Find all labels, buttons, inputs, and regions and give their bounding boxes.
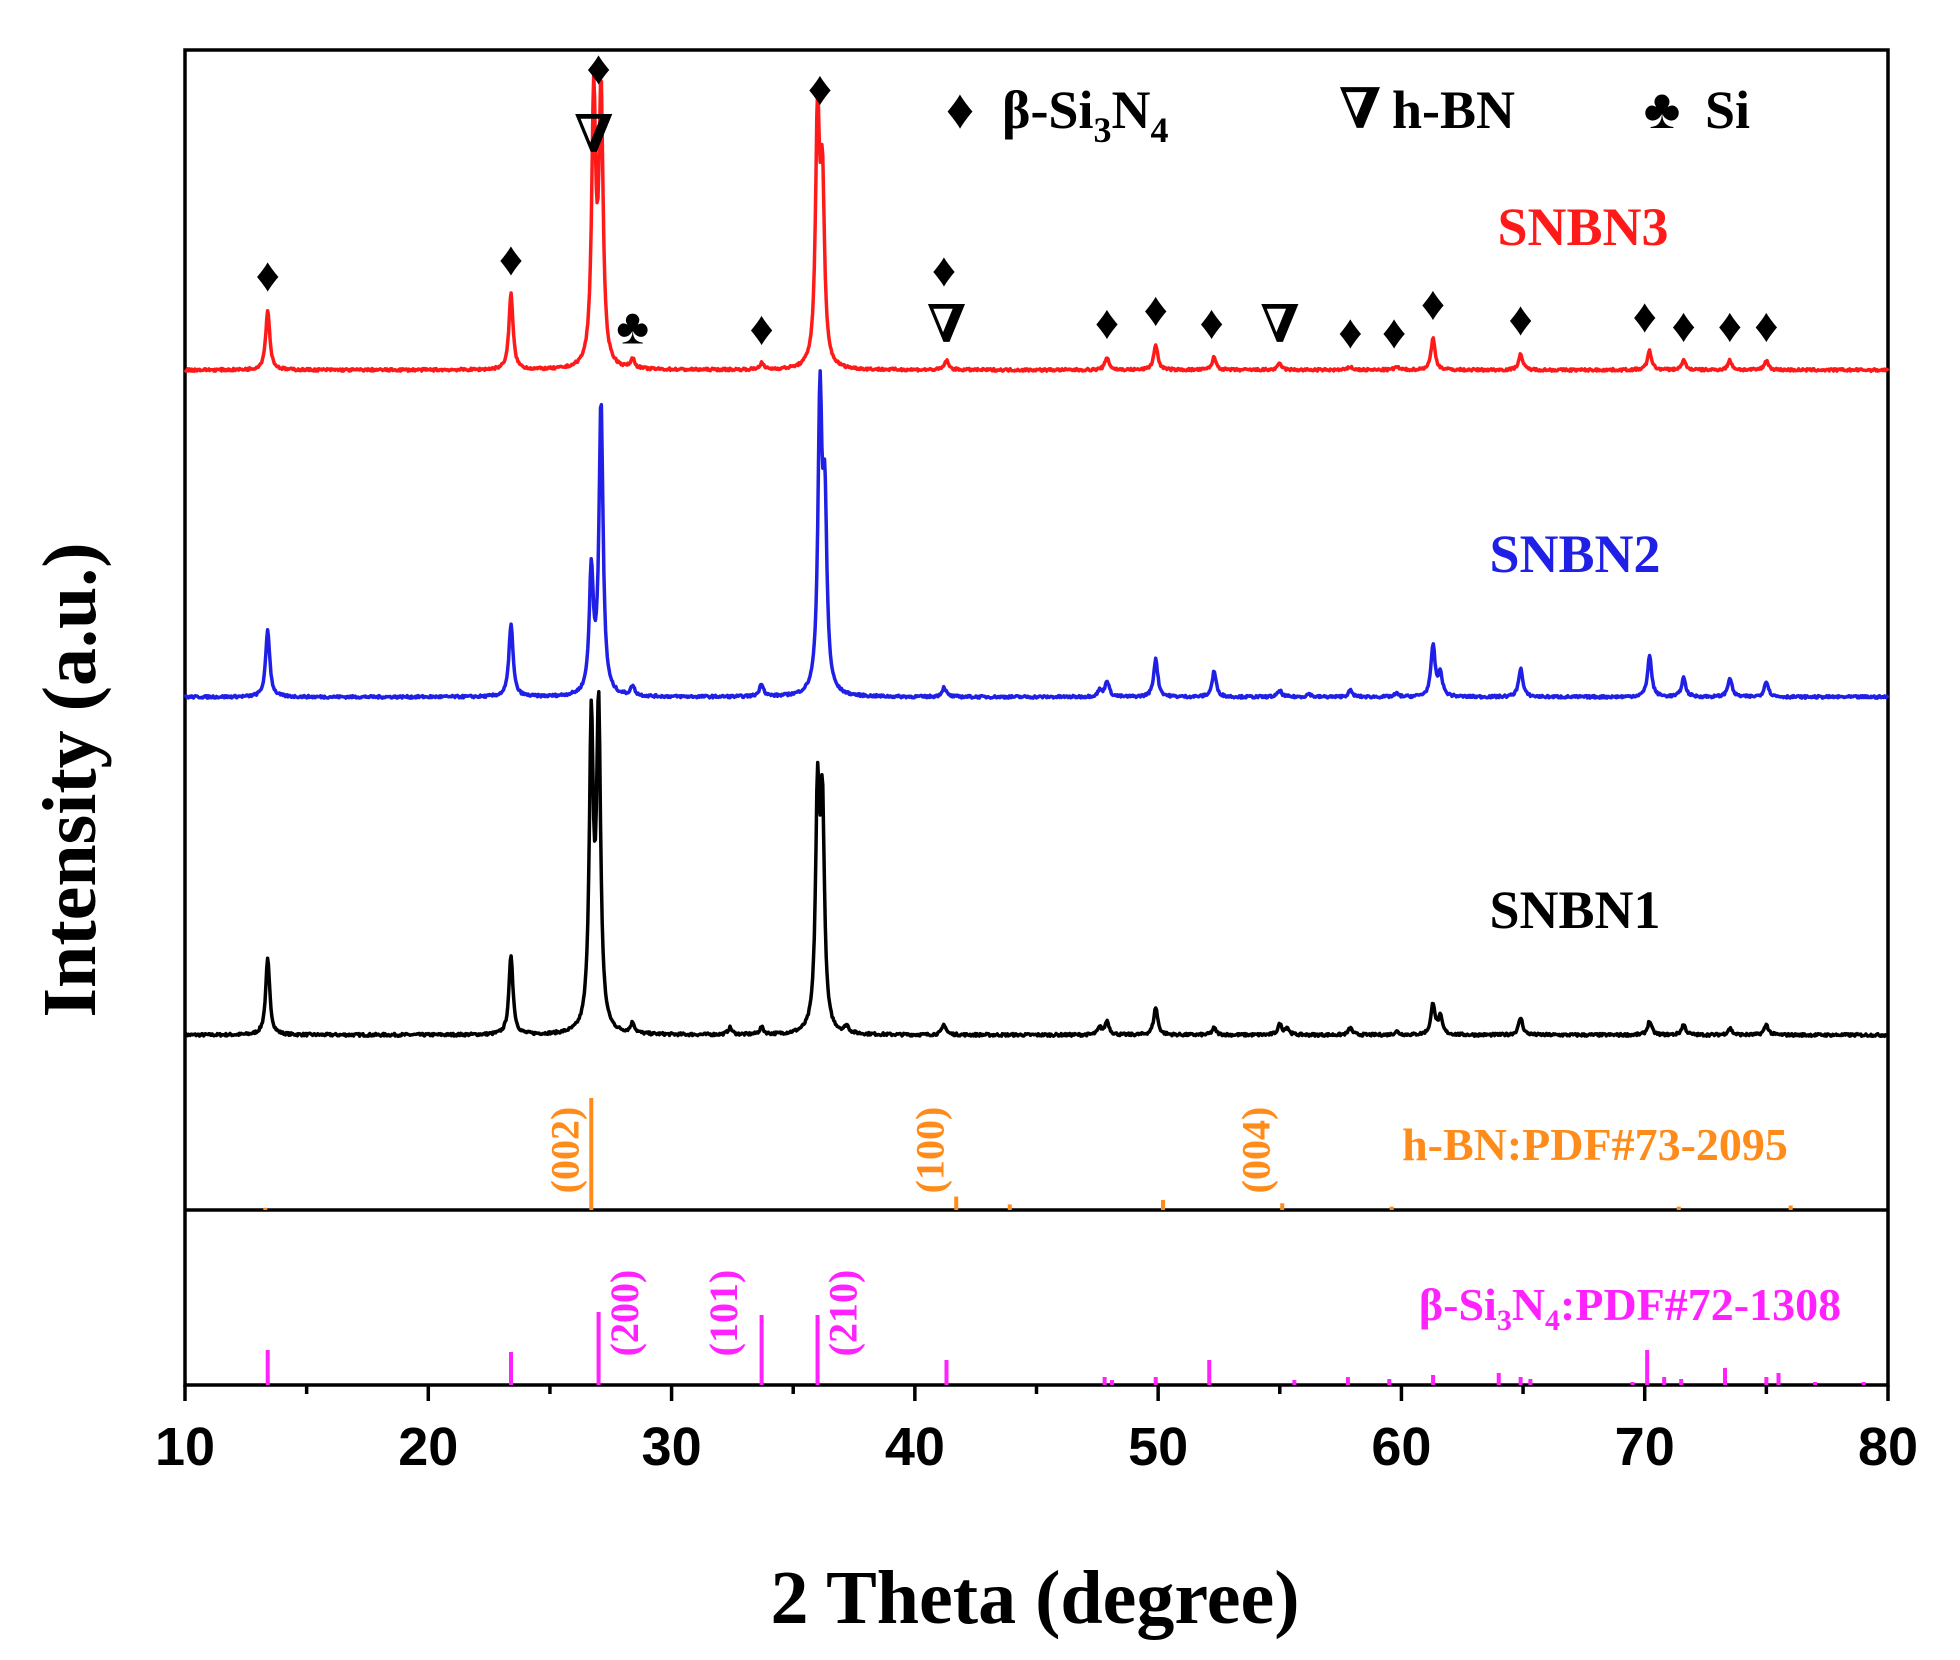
hkl-label-bsin: (101): [701, 1270, 746, 1357]
series-label-snbn3: SNBN3: [1497, 197, 1668, 257]
diamond-marker-icon: ♦: [1143, 284, 1168, 337]
legend-bsin-sub2: 4: [1150, 110, 1168, 150]
diamond-marker-icon: ♦: [808, 63, 833, 116]
ref-label-bsin-prefix: β-Si: [1419, 1279, 1497, 1330]
triangle-marker-icon: ∇: [1260, 297, 1299, 354]
x-tick-label: 30: [642, 1417, 702, 1477]
diamond-marker-icon: ♦: [1199, 296, 1224, 349]
curve-snbn3: [183, 72, 1890, 373]
diamond-marker-icon: ♦: [499, 233, 524, 286]
ref-label-bsin: β-Si3N4:PDF#72-1308: [1419, 1279, 1841, 1337]
legend-label-hbn: h-BN: [1392, 80, 1515, 140]
reference-sticks: (002) (100) (004) (200) (101) (210): [263, 1098, 1866, 1385]
diamond-marker-icon: ♦: [255, 249, 280, 302]
diamond-marker-icon: ♦: [1095, 296, 1120, 349]
club-marker-icon: ♣: [616, 298, 649, 354]
ref-label-bsin-sub1: 3: [1497, 1304, 1512, 1337]
x-tick-label: 40: [885, 1417, 945, 1477]
phase-markers: ♦ ♦♦♦♦♦♦ ♦ ♦ ♦ ♦♦ ♦ ♦ ♦ ♦ ♦∇∇ ∇♣: [255, 42, 1778, 359]
legend-club-symbol: ♣: [1644, 79, 1681, 141]
legend-label-bsin: β-Si3N4: [1002, 80, 1168, 150]
x-tick-label: 60: [1371, 1417, 1431, 1477]
x-tick-label: 70: [1615, 1417, 1675, 1477]
diamond-marker-icon: ♦: [1754, 300, 1779, 353]
diamond-marker-icon: ♦: [1671, 300, 1696, 353]
series-label-snbn1: SNBN1: [1489, 880, 1660, 940]
legend-triangle-symbol: ∇: [1339, 79, 1381, 141]
legend-label-si: Si: [1705, 80, 1750, 140]
y-axis-label: Intensity (a.u.): [28, 542, 112, 1017]
legend-bsin-mid: N: [1111, 80, 1150, 140]
diamond-marker-icon: ♦: [749, 303, 774, 356]
triangle-marker-icon: ∇: [574, 107, 613, 164]
ref-label-hbn: h-BN:PDF#73-2095: [1402, 1119, 1788, 1170]
diamond-marker-icon: ♦: [1718, 300, 1743, 353]
ref-label-bsin-sub2: 4: [1545, 1304, 1560, 1337]
diamond-marker-icon: ♦: [1508, 293, 1533, 346]
curve-snbn2: [183, 369, 1890, 700]
series-label-snbn2: SNBN2: [1489, 524, 1660, 584]
legend-bsin-sub1: 3: [1093, 110, 1111, 150]
hkl-label-bsin: (200): [602, 1270, 647, 1357]
pattern-curves: [183, 72, 1890, 1039]
diamond-marker-icon: ♦: [1338, 306, 1363, 359]
legend-diamond-symbol: ♦: [946, 79, 975, 141]
diamond-marker-icon: ♦: [1382, 306, 1407, 359]
diamond-marker-icon: ♦: [932, 244, 957, 297]
curve-snbn1: [183, 690, 1889, 1039]
x-tick-label: 20: [398, 1417, 458, 1477]
x-tick-label: 10: [155, 1417, 215, 1477]
legend: ♦ β-Si3N4 ∇ h-BN ♣ Si: [946, 79, 1750, 150]
diamond-marker-icon: ♦: [1632, 290, 1657, 343]
hkl-label-bsin: (210): [821, 1270, 866, 1357]
triangle-marker-icon: ∇: [927, 297, 966, 354]
x-tick-label: 50: [1128, 1417, 1188, 1477]
diamond-marker-icon: ♦: [1421, 277, 1446, 330]
hkl-label-hbn: (004): [1233, 1107, 1278, 1194]
diamond-marker-icon: ♦: [586, 42, 611, 95]
hkl-label-hbn: (002): [542, 1107, 587, 1194]
hkl-label-hbn: (100): [907, 1107, 952, 1194]
ref-label-bsin-mid: N: [1512, 1279, 1545, 1330]
x-axis-label: 2 Theta (degree): [770, 1556, 1299, 1640]
ref-label-bsin-suffix: :PDF#72-1308: [1560, 1279, 1841, 1330]
legend-bsin-prefix: β-Si: [1002, 80, 1093, 140]
axes: 10 20 30 40 50 60 70 80: [155, 1385, 1918, 1477]
x-tick-label: 80: [1858, 1417, 1918, 1477]
